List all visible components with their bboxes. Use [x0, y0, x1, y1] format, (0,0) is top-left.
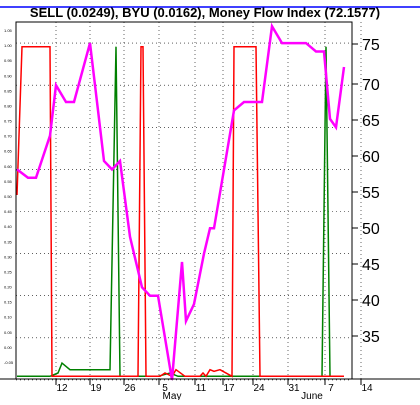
grid: [16, 22, 362, 381]
left-tick-label: 0.15: [4, 300, 13, 305]
left-tick-label: 0.85: [4, 88, 13, 93]
x-tick-label: 19: [90, 383, 102, 394]
left-tick-label: 0.20: [4, 285, 13, 290]
x-tick-label: 12: [56, 383, 68, 394]
series-line-sell: [16, 45, 344, 378]
left-tick-label: 0.40: [4, 224, 13, 229]
x-tick-label: 17: [223, 383, 235, 394]
x-tick-label: 26: [124, 383, 136, 394]
left-tick-label: 0.60: [4, 164, 13, 169]
left-tick-label: 0.25: [4, 269, 13, 274]
month-label: June: [301, 391, 323, 400]
chart-title: SELL (0.0249), BYU (0.0162), Money Flow …: [30, 5, 380, 20]
plot-frame: [15, 21, 353, 380]
right-tick-label: 55: [362, 185, 380, 202]
x-tick-label: 7: [328, 383, 334, 394]
left-tick-label: 0.50: [4, 194, 13, 199]
left-tick-label: -0.05: [4, 360, 14, 365]
left-tick-label: 0.75: [4, 119, 13, 124]
x-tick-label: 14: [361, 383, 373, 394]
x-tick-label: 5: [162, 383, 168, 394]
left-tick-label: 1.00: [4, 43, 13, 48]
left-tick-label: 0.80: [4, 103, 13, 108]
right-tick-label: 40: [362, 293, 380, 310]
left-tick-label: 0.95: [4, 58, 13, 63]
left-tick-label: 0.65: [4, 149, 13, 154]
right-tick-label: 35: [362, 329, 380, 346]
left-tick-label: 0.00: [4, 345, 13, 350]
right-axis: 75 70 65 60 55 50 45 40 35: [352, 37, 380, 346]
left-axis: 1.05 1.00 0.95 0.90 0.85 0.80 0.75 0.70 0.65 0.60…: [4, 28, 14, 365]
right-tick-label: 60: [362, 149, 380, 166]
left-tick-label: 0.70: [4, 134, 13, 139]
left-tick-label: 1.05: [4, 28, 13, 33]
right-tick-label: 45: [362, 257, 380, 274]
left-tick-label: 0.90: [4, 73, 13, 78]
left-tick-label: 0.10: [4, 315, 13, 320]
left-tick-label: 0.35: [4, 239, 13, 244]
right-tick-label: 50: [362, 221, 380, 238]
x-tick-label: 31: [288, 383, 300, 394]
left-tick-label: 0.45: [4, 209, 13, 214]
x-tick-label: 11: [196, 383, 207, 394]
series-line-mfi: [16, 22, 346, 381]
x-tick-label: 24: [253, 383, 265, 394]
month-label: May: [163, 391, 182, 400]
right-tick-label: 70: [362, 77, 380, 94]
left-tick-label: 0.55: [4, 179, 13, 184]
right-tick-label: 65: [362, 113, 380, 130]
left-tick-label: 0.30: [4, 254, 13, 259]
left-tick-label: 0.05: [4, 330, 13, 335]
series-lines: [16, 22, 346, 381]
right-tick-label: 75: [362, 37, 380, 54]
